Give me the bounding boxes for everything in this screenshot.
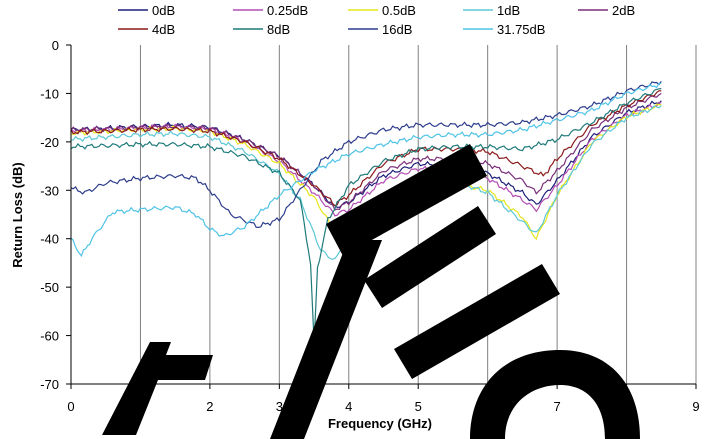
x-tick-label: 9 xyxy=(692,399,699,414)
x-axis-label: Frequency (GHz) xyxy=(328,416,432,431)
legend-label: 1dB xyxy=(497,3,520,18)
series-line-0.25dB xyxy=(70,101,662,217)
series-line-4dB xyxy=(70,90,662,207)
watermark-mark xyxy=(102,144,640,439)
y-tick-label: 0 xyxy=(52,38,59,53)
y-tick-label: -20 xyxy=(40,135,59,150)
legend-label: 2dB xyxy=(612,3,635,18)
x-tick-label: 7 xyxy=(553,399,560,414)
legend-label: 0dB xyxy=(152,3,175,18)
x-tick-label: 3 xyxy=(276,399,283,414)
watermark-stroke-4 xyxy=(364,206,496,308)
y-tick-label: -60 xyxy=(40,329,59,344)
watermark-stroke-6 xyxy=(470,350,640,439)
x-tick-label: 2 xyxy=(206,399,213,414)
series-line-31.75dB xyxy=(70,82,662,258)
chart-grid xyxy=(139,45,697,384)
series-line-16dB xyxy=(70,80,662,229)
legend-label: 0.5dB xyxy=(382,3,416,18)
legend-label: 0.25dB xyxy=(267,3,308,18)
legend-label: 31.75dB xyxy=(497,22,545,37)
y-tick-label: -30 xyxy=(40,183,59,198)
legend-label: 16dB xyxy=(382,22,412,37)
watermark-stroke-5 xyxy=(394,264,560,379)
y-tick-label: -50 xyxy=(40,280,59,295)
y-tick-label: -10 xyxy=(40,86,59,101)
y-tick-label: -70 xyxy=(40,377,59,392)
series-line-2dB xyxy=(70,92,662,211)
y-axis-label: Return Loss (dB) xyxy=(10,162,25,267)
watermark-stroke-1 xyxy=(102,342,213,435)
legend-label: 8dB xyxy=(267,22,290,37)
series-line-8dB xyxy=(70,88,662,344)
x-tick-label: 5 xyxy=(415,399,422,414)
y-tick-label: -40 xyxy=(40,232,59,247)
chart-legend: 0dB 0.25dB 0.5dB 1dB 2dB 4dB 8dB 16dB 31.75dB xyxy=(118,3,635,37)
legend-label: 4dB xyxy=(152,22,175,37)
x-tick-label: 0 xyxy=(67,399,74,414)
watermark-stroke-3 xyxy=(326,144,487,256)
series-line-0dB xyxy=(70,100,662,208)
x-tick-label: 4 xyxy=(345,399,352,414)
watermark-stroke-2 xyxy=(270,240,382,439)
